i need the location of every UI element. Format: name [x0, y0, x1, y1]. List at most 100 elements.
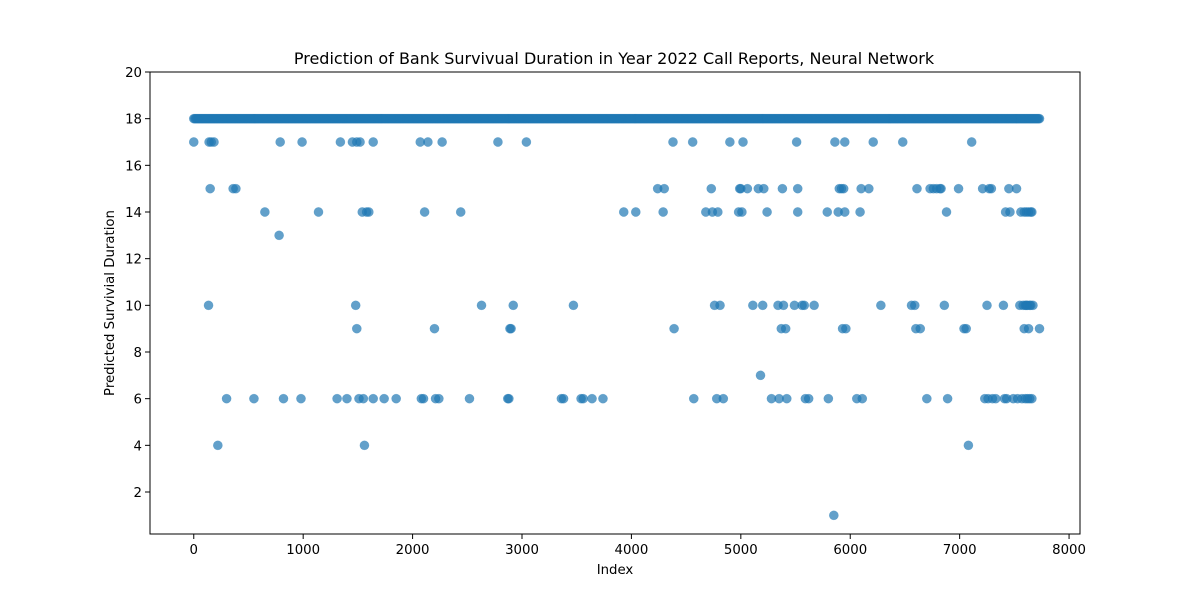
data-point — [249, 393, 259, 404]
y-tick-label: 20 — [125, 66, 142, 81]
band-point — [1034, 113, 1045, 124]
data-point — [313, 207, 324, 217]
y-tick-label: 14 — [125, 206, 142, 221]
data-point — [792, 183, 803, 194]
data-point — [359, 440, 370, 451]
plot-area — [150, 72, 1080, 534]
data-point — [493, 137, 503, 147]
data-point — [455, 207, 466, 217]
data-point — [712, 207, 723, 217]
data-point — [278, 393, 289, 404]
data-point — [799, 300, 810, 311]
x-tick-label: 2000 — [396, 543, 430, 558]
data-point — [1027, 207, 1037, 217]
data-point — [912, 183, 922, 194]
data-point — [212, 440, 223, 451]
data-point — [953, 183, 964, 194]
data-point — [791, 137, 802, 147]
data-point — [368, 137, 379, 147]
data-point — [936, 183, 946, 194]
data-point — [464, 393, 475, 404]
data-point — [841, 323, 851, 334]
x-axis: 0 1000 2000 3000 4000 5000 6000 7000 8000 — [190, 534, 1086, 558]
data-point — [855, 207, 865, 217]
data-point — [1028, 300, 1038, 311]
y-tick-label: 16 — [125, 159, 142, 174]
data-point — [857, 393, 868, 404]
data-point — [757, 300, 768, 311]
data-point — [742, 183, 753, 194]
y-tick-label: 4 — [134, 439, 142, 454]
data-point — [578, 393, 589, 404]
data-point — [1023, 323, 1034, 334]
x-tick-label: 8000 — [1052, 543, 1086, 558]
data-point — [966, 137, 977, 147]
data-point — [868, 137, 879, 147]
data-point — [778, 300, 789, 311]
y-tick-label: 8 — [134, 346, 142, 361]
data-point — [379, 393, 389, 404]
data-point — [203, 300, 214, 311]
data-point — [618, 207, 629, 217]
data-point — [781, 393, 792, 404]
data-point — [476, 300, 487, 311]
data-point — [915, 323, 926, 334]
x-tick-label: 0 — [190, 543, 198, 558]
data-point — [1011, 183, 1022, 194]
data-point — [587, 393, 597, 404]
data-point — [838, 183, 849, 194]
data-point — [990, 393, 1001, 404]
data-point — [275, 137, 286, 147]
data-point — [1034, 323, 1045, 334]
data-point — [828, 510, 839, 521]
data-point — [437, 137, 447, 147]
data-point — [738, 137, 748, 147]
x-tick-label: 1000 — [286, 543, 320, 558]
data-point — [876, 300, 886, 311]
data-point — [809, 300, 819, 311]
data-point — [777, 183, 788, 194]
data-point — [433, 393, 444, 404]
data-point — [803, 393, 814, 404]
data-point — [391, 393, 402, 404]
data-point — [909, 300, 920, 311]
data-point — [335, 137, 346, 147]
y-tick-label: 12 — [125, 253, 142, 268]
data-point — [792, 207, 803, 217]
y-tick-label: 18 — [125, 113, 142, 128]
x-tick-label: 3000 — [505, 543, 539, 558]
data-point — [998, 300, 1009, 311]
data-point — [209, 137, 219, 147]
x-tick-label: 7000 — [943, 543, 977, 558]
data-point — [332, 393, 342, 404]
x-tick-label: 6000 — [833, 543, 867, 558]
data-point — [1027, 393, 1037, 404]
data-point — [961, 323, 972, 334]
data-point — [942, 393, 953, 404]
data-point — [755, 370, 766, 381]
data-point — [762, 207, 772, 217]
data-point — [669, 323, 679, 334]
y-tick-label: 6 — [134, 393, 142, 408]
data-point — [982, 300, 992, 311]
data-point — [715, 300, 725, 311]
data-point — [748, 300, 758, 311]
data-point — [296, 393, 306, 404]
x-tick-label: 4000 — [614, 543, 648, 558]
data-point — [687, 137, 698, 147]
data-point — [351, 323, 362, 334]
data-point — [568, 300, 579, 311]
data-point — [506, 323, 516, 334]
data-point — [350, 300, 361, 311]
data-point — [758, 183, 769, 194]
y-axis: 2 4 6 8 10 12 14 16 18 20 — [125, 66, 150, 501]
data-point — [418, 393, 429, 404]
x-axis-label: Index — [597, 563, 634, 578]
data-point — [941, 207, 952, 217]
data-point — [659, 183, 670, 194]
data-point — [429, 323, 440, 334]
data-point — [963, 440, 974, 451]
data-point — [658, 207, 668, 217]
data-point — [504, 393, 514, 404]
